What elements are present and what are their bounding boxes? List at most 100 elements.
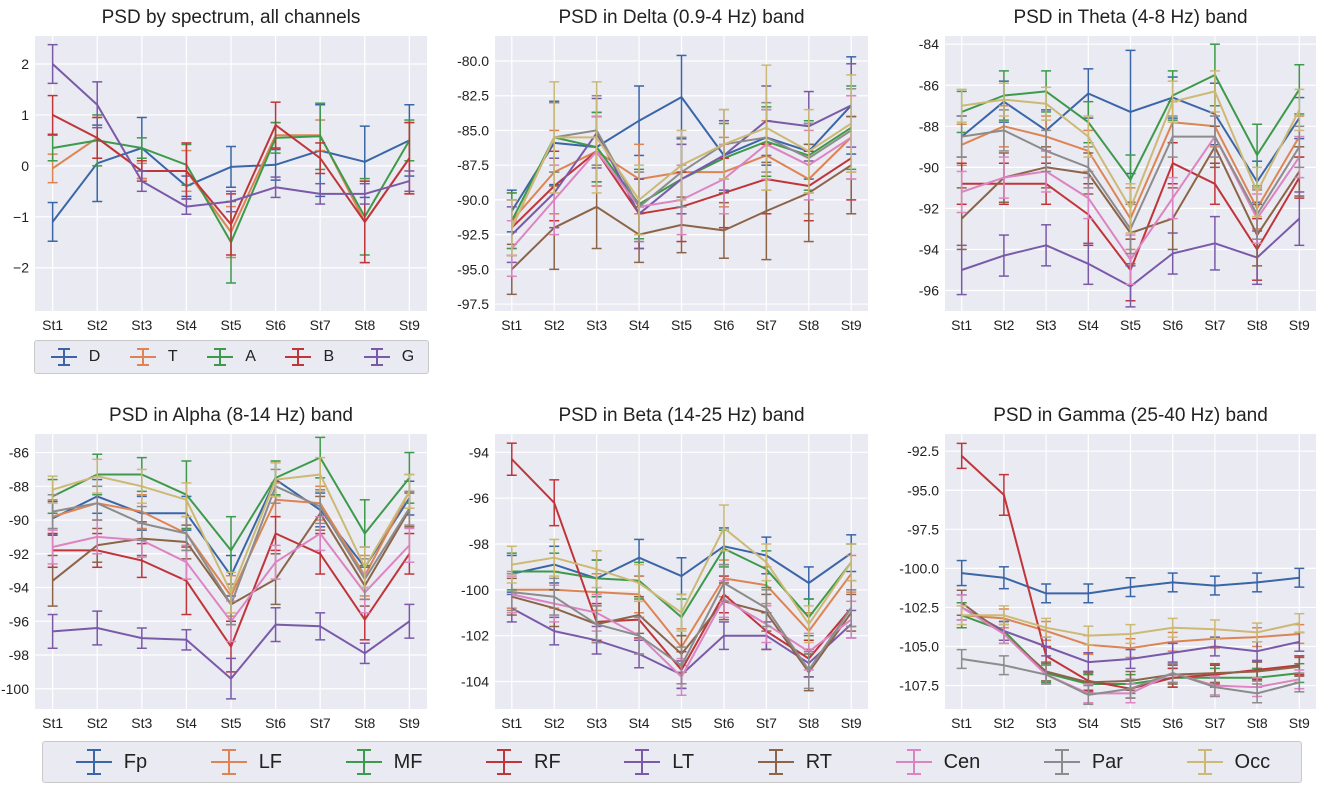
x-tick-label: St6 [1162, 317, 1183, 333]
x-tick-label: St7 [1204, 715, 1225, 731]
x-tick-label: St4 [1078, 715, 1099, 731]
y-tick-label: −1 [13, 209, 29, 225]
x-tick-label: St7 [310, 715, 331, 731]
legend-item-rt: RT [756, 747, 832, 777]
x-tick-label: St1 [951, 715, 972, 731]
y-tick-label: -107.5 [899, 678, 939, 694]
series-occ [956, 605, 1305, 646]
legend-label: Par [1091, 750, 1123, 773]
series-occ [47, 456, 415, 614]
x-tick-label: St8 [798, 317, 819, 333]
x-tick-label: St9 [841, 715, 862, 731]
series-occ [506, 64, 857, 257]
y-tick-label: -82.5 [457, 88, 489, 104]
chart-panel: St1 St2 St3 St4 St5 St6 St7 St8 St9 -92.5 -95.0 -97… [899, 405, 1316, 731]
legend-item-lf: LF [209, 747, 282, 777]
y-tick-label: -94 [919, 241, 939, 257]
legend-marker [345, 749, 382, 775]
x-tick-label: St7 [756, 715, 777, 731]
chart-panel: St1 St2 St3 St4 St5 St6 St7 St8 St9 -80.0 -82.5 -85… [457, 7, 868, 333]
legend-item-occ: Occ [1185, 747, 1271, 777]
legend-item-fp: Fp [74, 747, 147, 777]
x-tick-label: St3 [586, 715, 607, 731]
series-occ [956, 70, 1305, 234]
x-tick-label: St4 [176, 317, 197, 333]
y-tick-label: 1 [21, 107, 29, 123]
y-tick-label: -102 [461, 628, 489, 644]
legend-label: G [401, 348, 415, 365]
x-tick-label: St7 [310, 317, 331, 333]
legend-item-delta: D [49, 347, 101, 367]
x-tick-label: St2 [993, 317, 1014, 333]
y-tick-label: -96 [919, 282, 939, 298]
y-tick-label: -98 [469, 536, 489, 552]
legend-item-alpha: A [205, 347, 256, 367]
legend-label: RF [534, 750, 561, 773]
legend-item-mf: MF [344, 747, 422, 777]
y-tick-label: 2 [21, 56, 29, 72]
chart-panel: St1 St2 St3 St4 St5 St6 St7 St8 St9 -86 -88 -90 -92 -… [1, 405, 427, 731]
legend-label: B [323, 348, 335, 365]
y-tick-label: -97.5 [457, 296, 489, 312]
chart-panel: St1 St2 St3 St4 St5 St6 St7 St8 St9 −2 −1 0 1 2 PSD by… [13, 7, 427, 333]
x-tick-label: St6 [713, 715, 734, 731]
x-tick-label: St2 [993, 715, 1014, 731]
x-tick-label: St3 [1036, 715, 1057, 731]
y-tick-label: -90.0 [457, 192, 489, 208]
y-tick-label: 0 [21, 158, 29, 174]
legend-marker [75, 749, 112, 775]
x-tick-label: St1 [501, 317, 522, 333]
chart-title: PSD in Alpha (8-14 Hz) band [109, 405, 353, 426]
x-tick-label: St4 [176, 715, 197, 731]
chart-title: PSD in Beta (14-25 Hz) band [558, 405, 804, 426]
y-tick-label: -85.0 [457, 122, 489, 138]
x-tick-label: St5 [671, 317, 692, 333]
y-tick-label: -92.5 [457, 227, 489, 243]
x-tick-label: St8 [798, 715, 819, 731]
x-tick-label: St1 [42, 317, 63, 333]
legend-label: Occ [1234, 750, 1271, 773]
legend-label: LT [672, 750, 695, 773]
legend-item-theta: T [128, 347, 178, 367]
y-tick-label: -96 [469, 490, 489, 506]
series-par [956, 648, 1305, 706]
x-tick-label: St3 [1036, 317, 1057, 333]
y-tick-label: -97.5 [907, 521, 939, 537]
legend-marker [285, 348, 312, 366]
x-tick-label: St6 [1162, 715, 1183, 731]
x-tick-label: St6 [713, 317, 734, 333]
legend-marker [210, 749, 247, 775]
chart-panel: St1 St2 St3 St4 St5 St6 St7 St8 St9 -94 -96 -98 -100… [461, 405, 868, 731]
x-tick-label: St6 [265, 715, 286, 731]
y-tick-label: -92.5 [907, 443, 939, 459]
x-tick-label: St1 [951, 317, 972, 333]
x-tick-label: St7 [1204, 317, 1225, 333]
y-tick-label: -96 [9, 613, 29, 629]
chart-title: PSD by spectrum, all channels [102, 7, 361, 28]
legend-label: Fp [123, 750, 148, 773]
x-tick-label: St4 [1078, 317, 1099, 333]
legend-marker [207, 348, 234, 366]
y-tick-label: -86 [919, 77, 939, 93]
y-tick-label: -94 [469, 444, 489, 460]
legend-marker [1186, 749, 1223, 775]
y-tick-label: -80.0 [457, 53, 489, 69]
legend-item-par: Par [1042, 747, 1123, 777]
y-tick-label: -92 [9, 546, 29, 562]
x-tick-label: St9 [841, 317, 862, 333]
y-tick-label: -105.0 [899, 639, 939, 655]
y-tick-label: -90 [9, 512, 29, 528]
y-tick-label: -92 [919, 200, 939, 216]
y-tick-label: -95.0 [457, 261, 489, 277]
legend-label: D [88, 348, 101, 365]
series-lt [956, 191, 1305, 308]
chart-title: PSD in Theta (4-8 Hz) band [1013, 7, 1247, 28]
x-tick-label: St8 [1247, 317, 1268, 333]
x-tick-label: St8 [1247, 715, 1268, 731]
legend-item-gamma: G [362, 347, 414, 367]
y-tick-label: -86 [9, 445, 29, 461]
x-tick-label: St5 [220, 715, 241, 731]
legend-marker [129, 348, 156, 366]
y-tick-label: -94 [9, 580, 29, 596]
legend-marker [895, 749, 932, 775]
